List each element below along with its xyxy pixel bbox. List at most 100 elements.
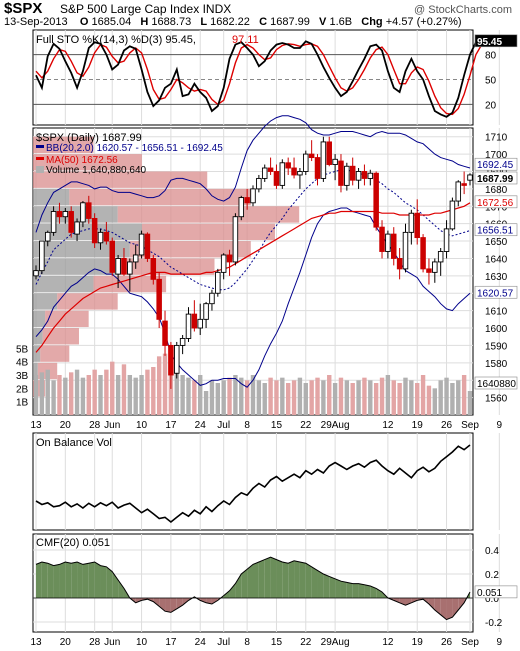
candle-body xyxy=(109,240,115,273)
candle-body xyxy=(432,261,438,273)
volume-bar xyxy=(303,383,308,415)
volume-bar xyxy=(274,380,279,415)
candle-body xyxy=(297,171,303,176)
open-label: O xyxy=(79,16,89,28)
volume-bar xyxy=(39,372,45,415)
obv-panel-frame xyxy=(32,432,474,531)
cmf-area-segment xyxy=(100,565,107,598)
volume-bar xyxy=(461,375,467,415)
candle-body xyxy=(320,141,327,179)
description-text: S&P 500 Large Cap Index xyxy=(60,2,200,16)
candle-body xyxy=(373,172,379,228)
price-y-tick: 1700 xyxy=(485,150,508,161)
upper-band-value-box xyxy=(474,157,518,171)
volume-by-price-up-bar xyxy=(33,223,142,241)
candle-body xyxy=(68,211,74,233)
volume-by-price-down-bar xyxy=(33,136,94,154)
cmf-area-segment xyxy=(59,562,66,598)
volume-legend-label: Volume 1,640,880,640 xyxy=(46,165,147,176)
cmf-y-tick: -0.2 xyxy=(485,618,503,629)
price-y-tick: 1640 xyxy=(485,254,508,265)
volume-by-price-up-bar xyxy=(33,241,130,258)
sto-y-tick: 80 xyxy=(485,51,497,62)
obv-title: On Balance Vol xyxy=(36,437,112,449)
cmf-y-tick: 0.2 xyxy=(485,570,499,581)
price-x-label: 13 xyxy=(30,420,42,431)
volume-bar xyxy=(379,377,385,415)
candle-body xyxy=(215,271,221,294)
volume-legend-swatch xyxy=(36,166,44,173)
cmf-area-segment xyxy=(446,598,453,620)
candle-body xyxy=(408,212,415,233)
cmf-area-segment xyxy=(159,598,166,612)
cmf-area-segment xyxy=(411,598,418,603)
volume-bar xyxy=(256,380,262,415)
candle-body xyxy=(150,258,157,280)
candle-body xyxy=(80,202,86,223)
candle-body xyxy=(138,233,145,256)
cmf-area-segment xyxy=(241,569,248,598)
bb-legend-swatch xyxy=(36,145,44,148)
volume-bar xyxy=(244,380,250,415)
bottom-x-label: 24 xyxy=(195,637,207,648)
volume-bar xyxy=(250,375,256,415)
bb-mid-band xyxy=(35,169,471,291)
candle-body xyxy=(391,233,397,259)
candle-body xyxy=(385,233,391,252)
candle-body xyxy=(162,320,168,346)
bottom-x-label: 19 xyxy=(412,637,424,648)
bottom-x-label: 10 xyxy=(136,637,148,648)
volume-value-tag-box xyxy=(474,376,518,390)
cmf-area-segment xyxy=(376,588,383,598)
volume-bar xyxy=(368,380,373,415)
candle-body xyxy=(467,174,473,181)
volume-by-price-up-bar xyxy=(33,275,94,293)
price-y-tick: 1590 xyxy=(485,341,508,352)
sto-panel-frame xyxy=(32,29,474,126)
cmf-area-segment xyxy=(94,562,101,598)
candle-body xyxy=(127,261,133,275)
volume-by-price-down-bar xyxy=(117,206,300,223)
volume-bar xyxy=(145,369,150,415)
high-value: 1688.73 xyxy=(151,16,192,28)
volume-bar xyxy=(115,375,121,415)
volume-bar xyxy=(397,383,402,415)
bottom-x-label: 8 xyxy=(244,637,250,648)
candle-body xyxy=(314,157,321,179)
volume-bar xyxy=(45,369,50,415)
volume-bar xyxy=(239,377,244,415)
price-x-label: 8 xyxy=(244,420,250,431)
close-value-tag: 1687.99 xyxy=(477,174,514,185)
price-x-label: 15 xyxy=(271,420,283,431)
cmf-area-segment xyxy=(71,562,78,598)
cmf-area-segment xyxy=(282,562,289,598)
candle-body xyxy=(132,254,139,263)
volume-bar xyxy=(315,377,320,415)
low-label: L xyxy=(200,16,208,28)
volume-bar xyxy=(33,375,39,415)
candle-body xyxy=(56,211,63,218)
price-x-label: 22 xyxy=(300,420,312,431)
volume-by-price-down-bar xyxy=(42,328,79,345)
cmf-area-segment xyxy=(393,598,400,603)
volume-bar xyxy=(192,380,197,415)
volume-bar xyxy=(227,377,232,415)
cmf-area-segment xyxy=(165,598,171,613)
cmf-area-segment xyxy=(229,583,236,598)
cmf-area-segment xyxy=(53,564,60,598)
volume-bar xyxy=(209,380,215,415)
volume-bar xyxy=(63,377,68,415)
price-x-label: Sep xyxy=(461,420,479,431)
candle-body xyxy=(308,153,315,159)
volume-bar xyxy=(456,380,461,415)
volume-by-price-down-bar xyxy=(129,241,251,258)
volume-by-price-down-bar xyxy=(45,310,89,328)
ma-legend-label: MA(50) 1672.56 xyxy=(46,155,118,166)
bottom-x-label: 29Aug xyxy=(321,637,350,648)
cmf-area-segment xyxy=(370,586,377,598)
volume-y-tick: 1B xyxy=(16,398,29,409)
change-value: +4.57 (+0.27%) xyxy=(385,16,462,28)
symbol-title: $SPX xyxy=(4,0,43,17)
volume-bar xyxy=(156,356,162,415)
